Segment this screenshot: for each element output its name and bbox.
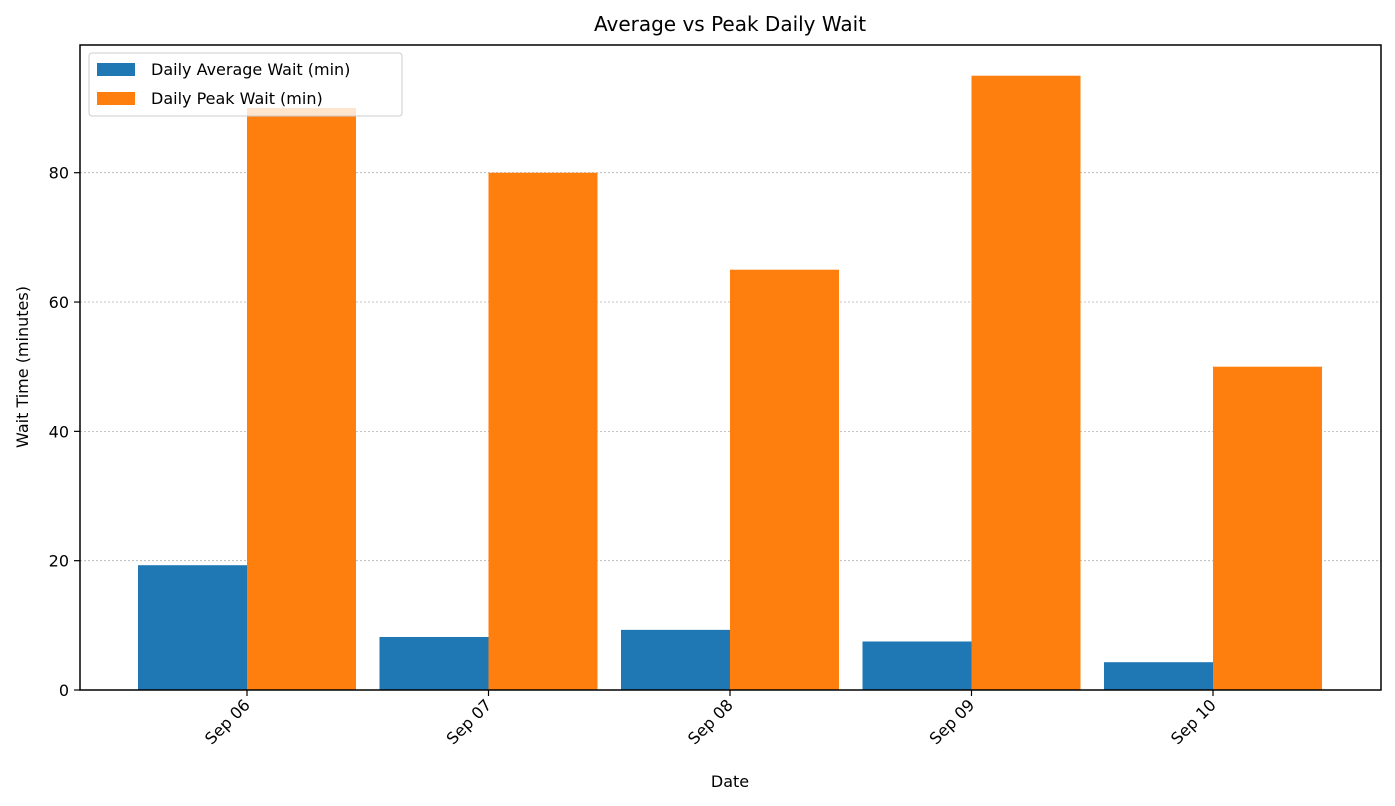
x-tick-label: Sep 09: [926, 695, 979, 748]
x-tick-label: Sep 07: [443, 695, 496, 748]
y-tick-label: 60: [49, 293, 69, 312]
legend-label-peak: Daily Peak Wait (min): [151, 89, 323, 108]
bar-peak: [971, 75, 1081, 690]
legend-swatch-average: [97, 63, 135, 76]
bar-peak: [1213, 366, 1322, 690]
bar-peak: [730, 269, 839, 690]
y-tick-label: 80: [49, 164, 69, 183]
legend-box: [88, 52, 403, 117]
x-axis-ticks: Sep 06 Sep 07 Sep 08 Sep 09 Sep 10: [201, 690, 1220, 748]
y-tick-label: 20: [49, 552, 69, 571]
legend: Daily Average Wait (min) Daily Peak Wait…: [88, 52, 403, 117]
bar-average: [862, 641, 972, 690]
legend-label-average: Daily Average Wait (min): [151, 60, 350, 79]
y-tick-label: 40: [49, 422, 69, 441]
x-tick-label: Sep 08: [684, 695, 737, 748]
bar-peak: [488, 172, 598, 690]
bar-average: [138, 565, 247, 690]
legend-swatch-peak: [97, 92, 135, 105]
x-tick-label: Sep 10: [1167, 695, 1220, 748]
x-tick-label: Sep 06: [201, 695, 254, 748]
y-axis-label: Wait Time (minutes): [13, 286, 32, 448]
bar-peak: [247, 108, 356, 691]
chart-title: Average vs Peak Daily Wait: [594, 12, 866, 36]
y-tick-label: 0: [59, 681, 69, 700]
bar-average: [1104, 662, 1213, 690]
y-axis-ticks: 0 20 40 60 80: [49, 164, 80, 700]
bar-average: [621, 629, 730, 690]
bars: [138, 75, 1322, 691]
x-axis-label: Date: [711, 772, 749, 791]
bar-average: [379, 636, 489, 690]
